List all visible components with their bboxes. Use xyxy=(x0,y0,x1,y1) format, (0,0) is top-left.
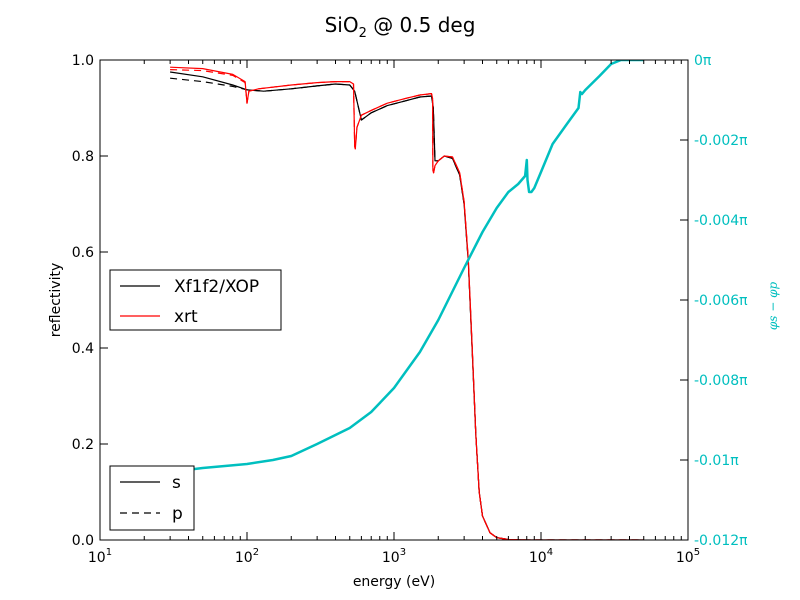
chart-title: SiO2 @ 0.5 deg xyxy=(325,13,476,41)
y2-axis: -0.012π -0.01π -0.008π -0.006π -0.004π -0.002… xyxy=(680,53,748,549)
series-xrt-p xyxy=(170,69,644,540)
y-tick-label: 0.4 xyxy=(72,341,94,357)
y2-tick-label: -0.008π xyxy=(694,373,748,389)
legend-sources: Xf1f2/XOP xrt xyxy=(109,269,282,331)
x-tick-label: 102 xyxy=(235,547,259,566)
y-tick-label: 0.8 xyxy=(72,149,94,165)
y-axis-label: reflectivity xyxy=(48,263,64,338)
x-axis: 101 102 103 104 105 xyxy=(88,60,700,566)
y-tick-label: 0.6 xyxy=(72,245,94,261)
y2-tick-label: -0.012π xyxy=(694,533,748,549)
x-tick-label: 104 xyxy=(529,547,553,566)
y-axis: 0.0 0.2 0.4 0.6 0.8 1.0 xyxy=(72,53,108,549)
x-tick-label: 105 xyxy=(676,547,700,566)
y2-tick-label: 0π xyxy=(694,53,712,69)
y2-tick-label: -0.004π xyxy=(694,213,748,229)
y2-tick-label: -0.01π xyxy=(694,453,739,469)
y2-axis-label: φs − φp xyxy=(766,282,780,331)
series-layer xyxy=(169,60,644,540)
chart-title-main: SiO xyxy=(325,13,359,37)
legend-sources-label-xrt: xrt xyxy=(174,307,198,327)
x-tick-label: 103 xyxy=(382,547,406,566)
legend-polarization-label-p: p xyxy=(172,504,183,524)
chart-title-subscript: 2 xyxy=(359,26,367,41)
legend-polarization-label-s: s xyxy=(172,473,181,493)
x-axis-label: energy (eV) xyxy=(353,574,435,590)
y-tick-label: 1.0 xyxy=(72,53,94,69)
y-tick-label: 0.2 xyxy=(72,437,94,453)
series-phase xyxy=(169,60,644,474)
y2-tick-label: -0.006π xyxy=(694,293,748,309)
chart-title-suffix: @ 0.5 deg xyxy=(367,13,476,37)
legend-polarization-box xyxy=(109,465,195,531)
legend-sources-label-xop: Xf1f2/XOP xyxy=(174,277,259,297)
y-tick-label: 0.0 xyxy=(72,533,94,549)
x-tick-label: 101 xyxy=(88,547,112,566)
y2-tick-label: -0.002π xyxy=(694,133,748,149)
legend-polarization: s p xyxy=(109,465,195,531)
legend-sources-box xyxy=(109,269,282,331)
